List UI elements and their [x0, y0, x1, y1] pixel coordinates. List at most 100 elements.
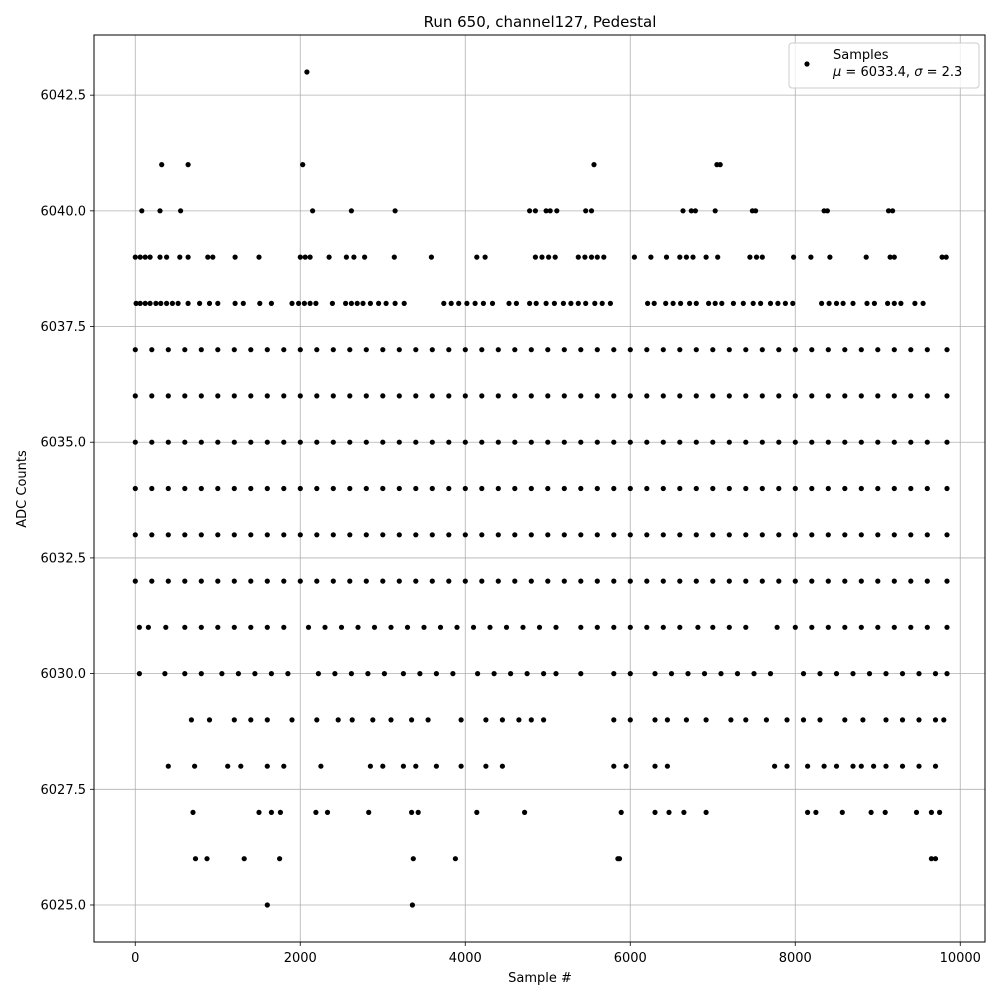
scatter-point: [482, 254, 488, 260]
scatter-point: [314, 717, 320, 723]
scatter-point: [677, 393, 683, 399]
scatter-point: [726, 485, 732, 492]
scatter-point: [512, 485, 518, 492]
scatter-point: [825, 393, 831, 399]
scatter-point: [644, 485, 650, 492]
scatter-point: [380, 763, 386, 769]
scatter-point: [522, 809, 528, 816]
legend-sigma-symbol: σ: [914, 65, 923, 80]
scatter-point: [495, 532, 501, 538]
scatter-point: [163, 624, 169, 630]
scatter-point: [289, 717, 295, 723]
scatter-point: [149, 578, 155, 584]
scatter-point: [932, 671, 939, 677]
scatter-point: [149, 485, 155, 492]
scatter-point: [726, 439, 732, 445]
x-tick-label: 2000: [284, 951, 317, 966]
scatter-point: [578, 485, 584, 492]
scatter-point: [726, 578, 732, 584]
scatter-point: [380, 578, 386, 584]
scatter-point: [932, 763, 939, 769]
scatter-point: [355, 624, 361, 630]
scatter-point: [842, 532, 848, 538]
scatter-point: [809, 393, 815, 399]
scatter-point: [561, 485, 567, 492]
scatter-point: [660, 485, 666, 492]
scatter-point: [758, 300, 764, 306]
scatter-point: [277, 856, 283, 862]
scatter-point: [885, 208, 892, 214]
scatter-point: [429, 439, 435, 445]
scatter-point: [809, 485, 815, 492]
scatter-point: [728, 717, 734, 723]
scatter-point: [885, 300, 891, 306]
scatter-point: [314, 578, 320, 584]
scatter-point: [800, 717, 807, 723]
scatter-point: [215, 578, 221, 584]
scatter-point: [543, 208, 549, 214]
y-tick-label: 6027.5: [41, 783, 87, 798]
chart-title: Run 650, channel127, Pedestal: [424, 13, 657, 31]
scatter-point: [670, 300, 676, 306]
scatter-point: [767, 300, 774, 306]
scatter-point: [891, 439, 897, 445]
scatter-point: [759, 485, 765, 492]
scatter-point: [578, 347, 584, 353]
scatter-point: [307, 254, 313, 260]
scatter-point: [413, 347, 419, 353]
scatter-point: [611, 578, 617, 584]
scatter-point: [489, 300, 496, 306]
scatter-point: [944, 578, 950, 584]
scatter-point: [248, 532, 254, 538]
scatter-point: [232, 300, 238, 306]
scatter-point: [908, 439, 914, 445]
scatter-point: [248, 485, 254, 492]
scatter-point: [740, 300, 746, 306]
scatter-point: [410, 856, 416, 862]
scatter-point: [458, 717, 464, 723]
scatter-point: [198, 485, 204, 492]
scatter-point: [132, 439, 138, 445]
scatter-point: [805, 763, 811, 769]
scatter-point: [182, 485, 188, 492]
scatter-point: [692, 208, 699, 214]
scatter-point: [561, 439, 567, 445]
scatter-point: [677, 485, 683, 492]
scatter-point: [703, 254, 709, 260]
scatter-point: [446, 485, 452, 492]
scatter-point: [594, 532, 600, 538]
scatter-point: [703, 809, 709, 816]
scatter-point: [381, 671, 387, 677]
scatter-point: [462, 347, 468, 353]
scatter-point: [297, 578, 303, 584]
scatter-point: [483, 717, 489, 723]
scatter-point: [462, 532, 468, 538]
scatter-point: [890, 208, 896, 214]
scatter-point: [611, 393, 617, 399]
scatter-point: [162, 671, 168, 677]
scatter-point: [149, 439, 155, 445]
scatter-point: [924, 624, 930, 630]
scatter-point: [747, 254, 753, 260]
scatter-point: [470, 624, 477, 630]
scatter-point: [363, 485, 369, 492]
scatter-point: [347, 578, 353, 584]
scatter-point: [252, 671, 258, 677]
scatter-point: [839, 809, 845, 816]
scatter-point: [487, 624, 493, 630]
legend-mu-value: = 6033.4,: [841, 65, 914, 80]
scatter-point: [583, 300, 589, 306]
scatter-point: [396, 393, 402, 399]
scatter-point: [215, 532, 221, 538]
scatter-point: [809, 624, 815, 630]
scatter-point: [324, 809, 331, 816]
scatter-point: [710, 485, 716, 492]
scatter-point: [392, 300, 398, 306]
scatter-point: [539, 254, 545, 260]
scatter-point: [680, 208, 686, 214]
scatter-point: [809, 347, 815, 353]
scatter-point: [182, 393, 188, 399]
scatter-point: [289, 300, 295, 306]
scatter-point: [944, 624, 950, 630]
scatter-point: [833, 300, 840, 306]
